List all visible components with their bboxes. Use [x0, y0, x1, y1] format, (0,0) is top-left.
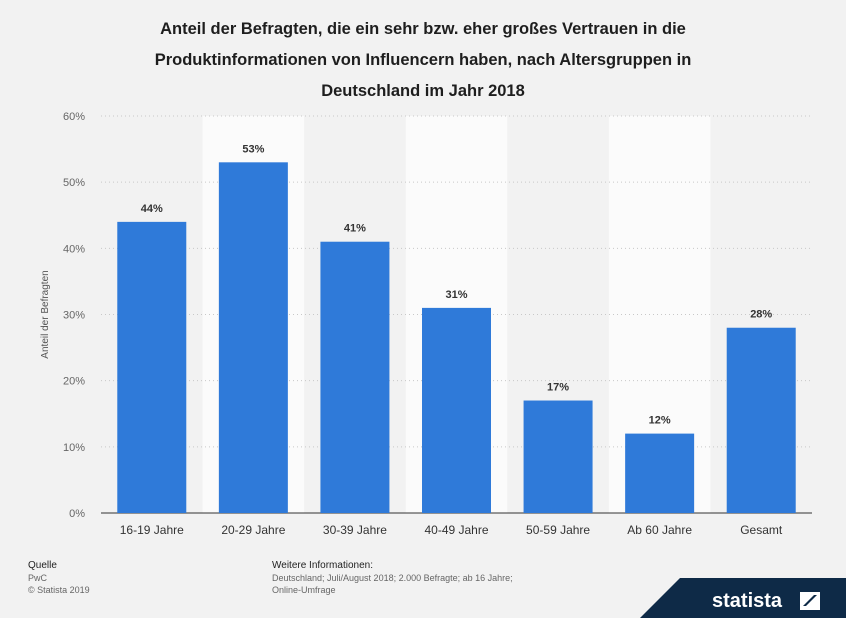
- bar: [625, 433, 695, 513]
- x-tick-label: 40-49 Jahre: [424, 523, 488, 537]
- info-line-1: Deutschland; Juli/August 2018; 2.000 Bef…: [272, 573, 513, 583]
- y-axis-label: Anteil der Befragten: [40, 270, 51, 358]
- x-tick-label: 30-39 Jahre: [323, 523, 387, 537]
- data-label: 17%: [547, 382, 569, 394]
- chart-title-line-1: Anteil der Befragten, die ein sehr bzw. …: [160, 20, 686, 38]
- y-tick-label: 60%: [63, 111, 85, 123]
- bar: [422, 307, 491, 513]
- bar: [726, 327, 796, 513]
- chart-title: Anteil der Befragten, die ein sehr bzw. …: [60, 14, 786, 107]
- data-label: 28%: [750, 309, 772, 321]
- data-label: 31%: [445, 289, 467, 301]
- x-tick-label: 20-29 Jahre: [221, 523, 285, 537]
- data-label: 44%: [141, 203, 163, 215]
- x-tick-label: Gesamt: [740, 523, 783, 537]
- copyright-text: © Statista 2019: [28, 585, 90, 595]
- info-block: Weitere Informationen: Deutschland; Juli…: [272, 560, 572, 596]
- chart-title-line-3: Deutschland im Jahr 2018: [321, 82, 525, 100]
- data-label: 12%: [649, 415, 671, 427]
- bar: [523, 400, 593, 513]
- y-tick-label: 50%: [63, 177, 85, 189]
- bar-chart: 0% 10% 20% 30% 40% 50% 60% 44% 16-19 Jahre 53% 20-…: [40, 111, 812, 537]
- y-tick-label: 10%: [63, 442, 85, 454]
- source-heading: Quelle: [28, 560, 57, 571]
- source-text: PwC: [28, 573, 48, 583]
- source-block: Quelle PwC © Statista 2019: [28, 560, 90, 596]
- x-tick-label: 16-19 Jahre: [120, 523, 184, 537]
- chart-title-line-2: Produktinformationen von Influencern hab…: [154, 51, 692, 69]
- data-label: 53%: [242, 143, 264, 155]
- bar: [218, 162, 288, 514]
- statista-logo-icon: [800, 592, 820, 610]
- y-tick-label: 40%: [63, 243, 85, 255]
- y-tick-label: 30%: [63, 310, 85, 322]
- y-tick-label: 0%: [69, 508, 85, 520]
- x-tick-label: Ab 60 Jahre: [627, 523, 692, 537]
- statista-logo-text: statista: [712, 590, 783, 612]
- info-heading: Weitere Informationen:: [272, 560, 373, 571]
- x-tick-label: 50-59 Jahre: [526, 523, 590, 537]
- data-label: 41%: [344, 223, 366, 235]
- bar: [320, 241, 390, 513]
- y-tick-label: 20%: [63, 376, 85, 388]
- bar: [117, 221, 187, 513]
- info-line-2: Online-Umfrage: [272, 585, 336, 595]
- statista-brand-banner: [640, 578, 846, 618]
